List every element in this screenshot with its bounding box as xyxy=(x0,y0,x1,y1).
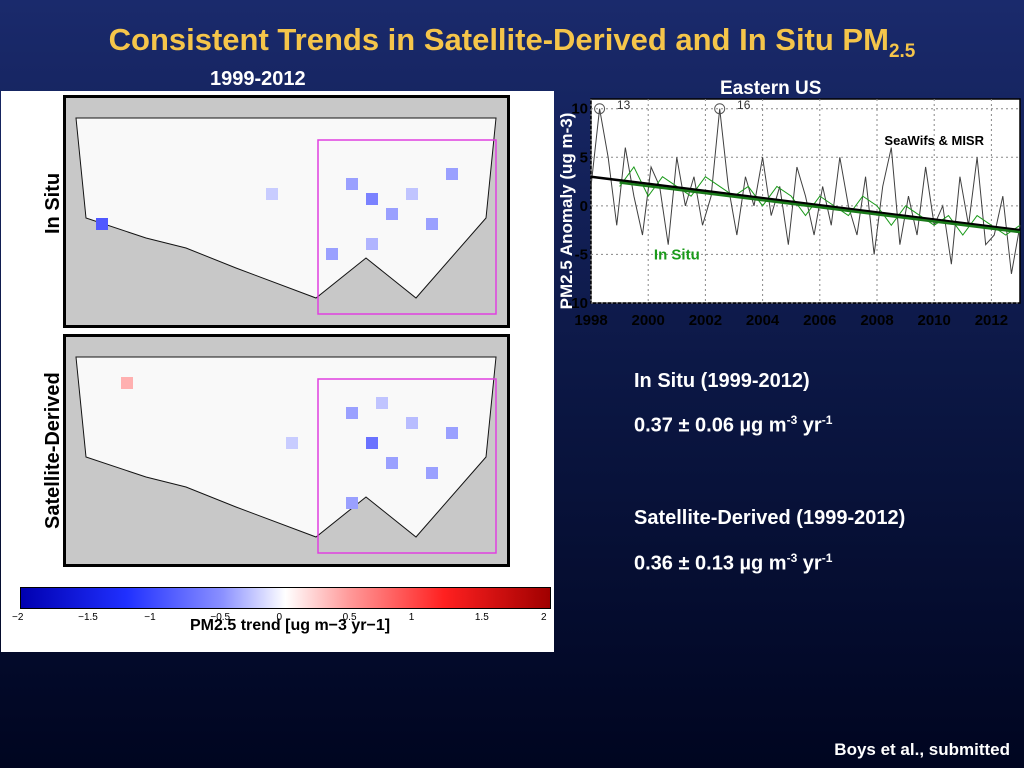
colorbar-tick: 0.5 xyxy=(342,612,357,623)
y-tick-label: 5 xyxy=(580,149,588,166)
outlier-marker xyxy=(594,103,606,115)
period-label: 1999-2012 xyxy=(210,68,306,90)
y-tick-label: -5 xyxy=(575,246,588,263)
plot-area xyxy=(590,98,1021,304)
sat-value: 0.36 ± 0.13 µg m-3 yr-1 xyxy=(634,551,833,575)
eastern-us-chart: 1998 2000 2002 2004 2006 2008 2010 2012 10 5 0 -5 -1… xyxy=(558,98,1021,329)
series-line xyxy=(619,181,1021,234)
eastern-us-box xyxy=(317,139,497,315)
sat-title: Satellite-Derived (1999-2012) xyxy=(634,507,906,529)
x-tick-label: 2000 xyxy=(632,312,665,329)
y-tick-label: 0 xyxy=(580,198,588,215)
outlier-annotation: 16 xyxy=(737,98,751,112)
series-line xyxy=(590,108,1021,274)
map-in-situ xyxy=(63,95,510,328)
eastern-us-box-2 xyxy=(317,378,497,554)
map-satellite-cells xyxy=(121,377,458,509)
map-in-situ-svg xyxy=(75,117,497,315)
colorbar-tick: −1 xyxy=(144,612,156,623)
x-tick-label: 2008 xyxy=(860,312,893,329)
colorbar-tick: 0 xyxy=(276,612,283,623)
colorbar-tick: −0.5 xyxy=(210,612,231,623)
x-tick-label: 2012 xyxy=(975,312,1008,329)
colorbar-tick: 2 xyxy=(541,612,547,623)
maps-panel: In Situ Satellite-Derived xyxy=(1,91,554,652)
map-satellite xyxy=(63,334,510,567)
slide-title: Consistent Trends in Satellite-Derived a… xyxy=(108,22,916,63)
colorbar xyxy=(20,587,551,609)
colorbar-tick: −2 xyxy=(12,612,24,623)
outlier-marker xyxy=(714,103,726,115)
y-tick-label: -10 xyxy=(566,295,588,312)
colorbar-label: PM2.5 trend [ug m−3 yr−1] xyxy=(190,617,391,634)
in-situ-title: In Situ (1999-2012) xyxy=(634,370,810,392)
map-in-situ-cells xyxy=(96,168,458,260)
outlier-annotation: 13 xyxy=(617,98,631,112)
x-tick-label: 2004 xyxy=(746,312,780,329)
colorbar-tick: 1 xyxy=(408,612,415,623)
series-label-sat: SeaWifs & MISR xyxy=(884,133,984,148)
y-axis-label: PM2.5 Anomaly (ug m-3) xyxy=(558,113,576,310)
x-tick-label: 2002 xyxy=(689,312,722,329)
citation: Boys et al., submitted xyxy=(834,740,1010,759)
colorbar-tick: −1.5 xyxy=(78,612,98,623)
chart-title: Eastern US xyxy=(720,78,822,99)
colorbar-tick: 1.5 xyxy=(474,612,489,623)
map-satellite-svg xyxy=(75,356,497,554)
x-tick-label: 2010 xyxy=(918,312,951,329)
x-tick-label: 1998 xyxy=(574,312,607,329)
map-bottom-label: Satellite-Derived xyxy=(42,372,64,529)
series-label-insitu: In Situ xyxy=(654,246,700,263)
series-line xyxy=(590,175,1021,232)
in-situ-value: 0.37 ± 0.06 µg m-3 yr-1 xyxy=(634,413,833,437)
y-tick-label: 10 xyxy=(571,101,588,118)
map-top-label: In Situ xyxy=(42,172,64,234)
x-tick-label: 2006 xyxy=(803,312,836,329)
